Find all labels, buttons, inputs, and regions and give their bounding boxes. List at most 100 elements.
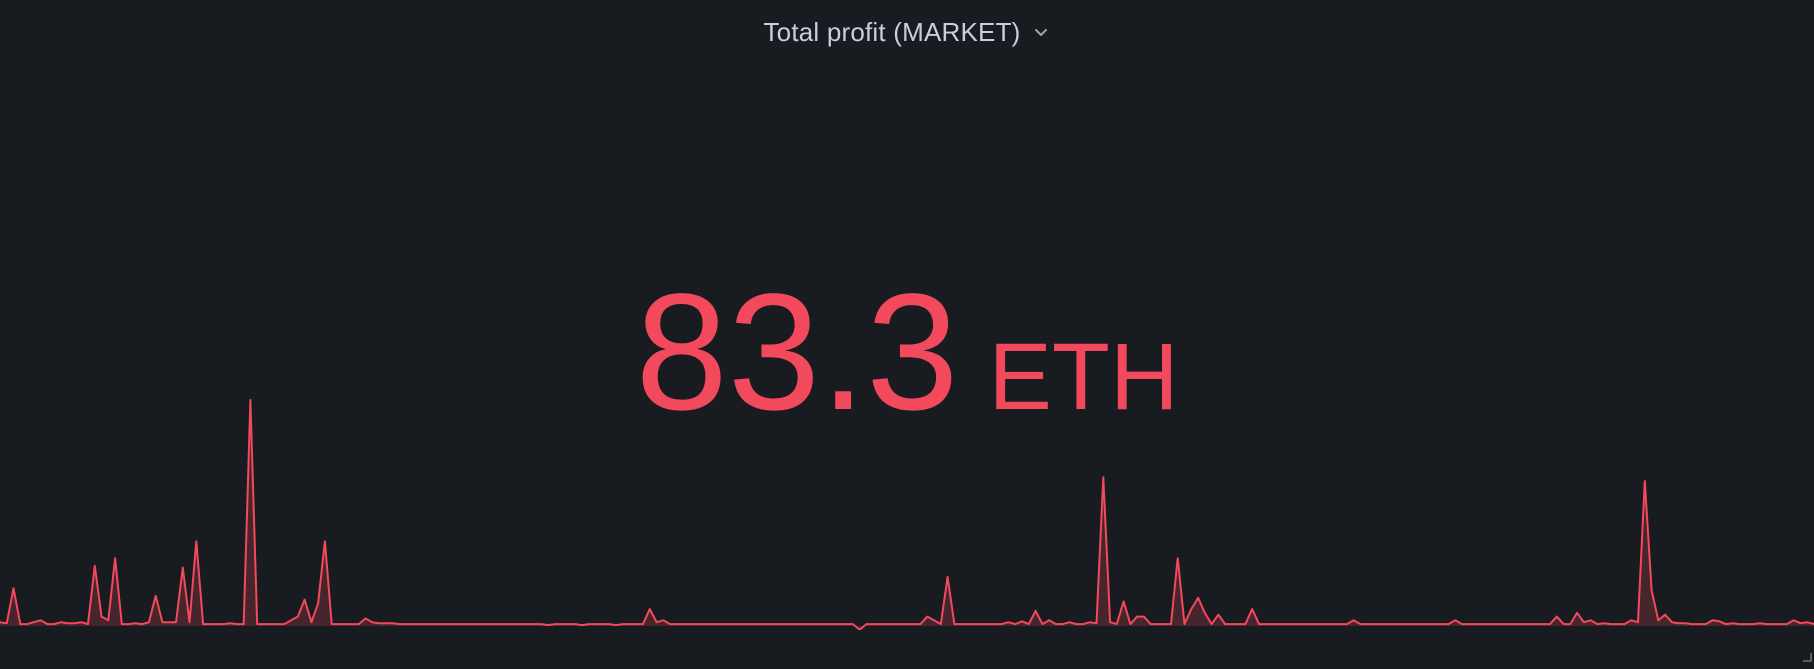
sparkline-point xyxy=(1001,623,1003,625)
sparkline-point xyxy=(1691,623,1693,625)
sparkline-point xyxy=(202,623,204,625)
sparkline-point xyxy=(744,623,746,625)
sparkline-point xyxy=(419,623,421,625)
sparkline-point xyxy=(243,623,245,625)
sparkline-point xyxy=(1678,622,1680,624)
sparkline-point xyxy=(1569,623,1571,625)
sparkline-point xyxy=(1732,622,1734,624)
sparkline-point xyxy=(669,623,671,625)
sparkline-point xyxy=(1055,623,1057,625)
sparkline-point xyxy=(290,619,292,621)
sparkline-point xyxy=(432,623,434,625)
sparkline-point xyxy=(940,623,942,625)
chevron-down-icon[interactable] xyxy=(1031,22,1051,42)
sparkline-point xyxy=(114,557,116,559)
resize-handle-icon[interactable] xyxy=(1800,650,1814,664)
sparkline-point xyxy=(1041,623,1043,625)
sparkline-point xyxy=(1204,612,1206,614)
sparkline-point xyxy=(865,623,868,625)
sparkline-point xyxy=(513,623,516,625)
sparkline-point xyxy=(364,617,367,620)
sparkline-point xyxy=(283,623,285,625)
panel-title[interactable]: Total profit (MARKET) xyxy=(763,16,1021,47)
sparkline-point xyxy=(676,623,678,625)
sparkline-point xyxy=(33,621,35,623)
sparkline-point xyxy=(1332,623,1334,625)
sparkline-point xyxy=(452,623,455,625)
sparkline-point xyxy=(310,621,312,623)
sparkline-point xyxy=(263,623,265,625)
sparkline-point xyxy=(1488,623,1490,625)
sparkline-point xyxy=(1380,623,1382,625)
sparkline-point xyxy=(757,623,759,625)
sparkline-point xyxy=(527,623,529,625)
sparkline-point xyxy=(872,623,874,625)
sparkline-point xyxy=(94,565,96,567)
sparkline-point xyxy=(1326,623,1328,625)
sparkline-point xyxy=(493,623,495,625)
sparkline-point xyxy=(1082,623,1084,625)
sparkline-point xyxy=(601,623,604,625)
sparkline-point xyxy=(317,602,319,604)
sparkline-point xyxy=(1738,623,1741,625)
sparkline-point xyxy=(1447,623,1450,625)
sparkline-chart xyxy=(0,399,1814,630)
sparkline-point xyxy=(1346,623,1348,625)
sparkline-point xyxy=(87,623,89,625)
sparkline-point xyxy=(1623,623,1626,625)
sparkline-point xyxy=(994,623,996,625)
sparkline-point xyxy=(100,616,103,618)
sparkline-point xyxy=(1150,623,1152,625)
sparkline-point xyxy=(1461,623,1463,625)
sparkline-point xyxy=(1766,623,1768,625)
sparkline-point xyxy=(1095,622,1098,624)
sparkline-point xyxy=(1468,623,1470,625)
sparkline-point xyxy=(811,623,813,625)
sparkline-point xyxy=(276,623,279,625)
sparkline-point xyxy=(507,623,509,625)
sparkline-point xyxy=(371,621,373,623)
panel-header: Total profit (MARKET) xyxy=(0,14,1814,50)
sparkline-point xyxy=(1359,623,1362,625)
sparkline-point xyxy=(1542,623,1544,625)
sparkline-point xyxy=(358,623,360,625)
sparkline-point xyxy=(656,621,658,623)
sparkline-point xyxy=(1806,621,1808,623)
sparkline-point xyxy=(1265,623,1267,625)
sparkline-point xyxy=(168,621,170,623)
sparkline-point xyxy=(689,623,692,625)
stat-unit: ETH xyxy=(988,324,1179,430)
sparkline-point xyxy=(236,623,238,625)
sparkline-point xyxy=(195,540,197,542)
sparkline-point xyxy=(777,623,780,625)
sparkline-point xyxy=(1244,623,1246,625)
sparkline-point xyxy=(1434,623,1436,625)
sparkline-point xyxy=(1183,623,1186,625)
sparkline-point xyxy=(1529,623,1531,625)
sparkline-point xyxy=(480,623,482,625)
sparkline-point xyxy=(1170,623,1172,625)
sparkline-point xyxy=(1278,623,1280,625)
sparkline-point xyxy=(222,623,224,625)
sparkline-point xyxy=(270,623,272,625)
sparkline-point xyxy=(1156,623,1158,625)
sparkline-point xyxy=(831,623,834,625)
sparkline-point xyxy=(392,622,394,624)
sparkline-point xyxy=(737,623,739,625)
sparkline-point xyxy=(121,623,123,625)
stat-readout: 83.3 ETH xyxy=(0,270,1814,436)
sparkline-point xyxy=(1285,623,1287,625)
sparkline-point xyxy=(304,599,306,601)
sparkline-point xyxy=(405,623,407,625)
sparkline-point xyxy=(798,623,800,625)
sparkline-point xyxy=(1123,600,1125,603)
sparkline-point xyxy=(80,621,82,623)
panel-title-menu[interactable]: Total profit (MARKET) xyxy=(763,17,1050,48)
sparkline-point xyxy=(412,623,414,625)
sparkline-line xyxy=(0,399,1814,630)
sparkline-point xyxy=(331,623,333,625)
sparkline-point xyxy=(1211,623,1213,625)
sparkline-point xyxy=(1102,476,1104,478)
sparkline-point xyxy=(1217,614,1219,616)
